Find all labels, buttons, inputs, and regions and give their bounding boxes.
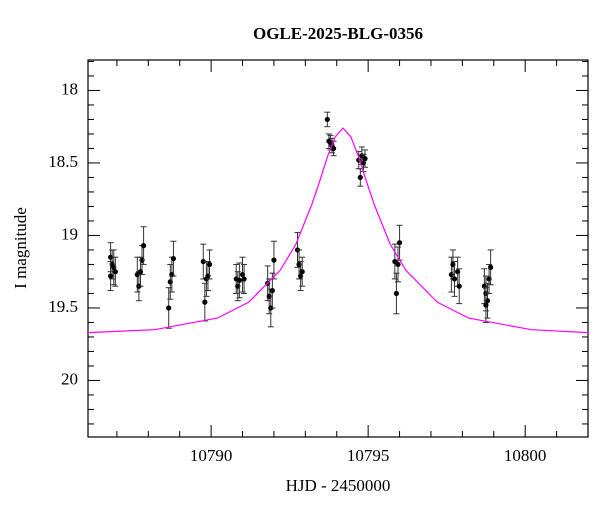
x-tick-label: 10800 xyxy=(504,446,547,465)
data-point xyxy=(393,290,400,297)
data-point xyxy=(396,240,403,246)
x-tick-label: 10795 xyxy=(347,446,390,465)
data-point xyxy=(166,305,172,311)
data-point xyxy=(200,258,206,265)
data-point xyxy=(241,276,247,282)
y-tick-label: 19.5 xyxy=(48,297,78,316)
y-tick-label: 18 xyxy=(61,79,78,98)
data-point xyxy=(331,145,337,152)
model-curve xyxy=(87,127,589,334)
data-point xyxy=(395,261,401,268)
y-tick-label: 20 xyxy=(61,369,78,388)
data-point xyxy=(236,277,242,283)
data-point xyxy=(269,287,275,294)
data-point xyxy=(206,261,213,268)
x-axis-label: HJD - 2450000 xyxy=(286,476,391,495)
data-point xyxy=(271,257,277,263)
data-point xyxy=(456,283,462,289)
data-point xyxy=(137,269,144,275)
data-point xyxy=(483,302,489,308)
x-tick-label: 10790 xyxy=(190,446,233,465)
data-point xyxy=(451,276,458,282)
y-tick-label: 19 xyxy=(61,224,78,243)
data-point xyxy=(140,243,147,249)
data-point xyxy=(362,156,368,162)
data-point xyxy=(299,269,305,275)
data-point xyxy=(357,174,363,181)
y-axis-label: I magnitude xyxy=(11,207,30,289)
data-point xyxy=(324,116,330,123)
y-tick-label: 18.5 xyxy=(48,152,78,171)
data-point xyxy=(112,269,118,275)
data-point xyxy=(488,264,494,270)
plot-frame xyxy=(87,59,589,438)
data-point xyxy=(202,299,208,305)
data-point xyxy=(170,256,177,262)
chart-title: OGLE-2025-BLG-0356 xyxy=(253,24,423,43)
data-point xyxy=(108,273,114,279)
